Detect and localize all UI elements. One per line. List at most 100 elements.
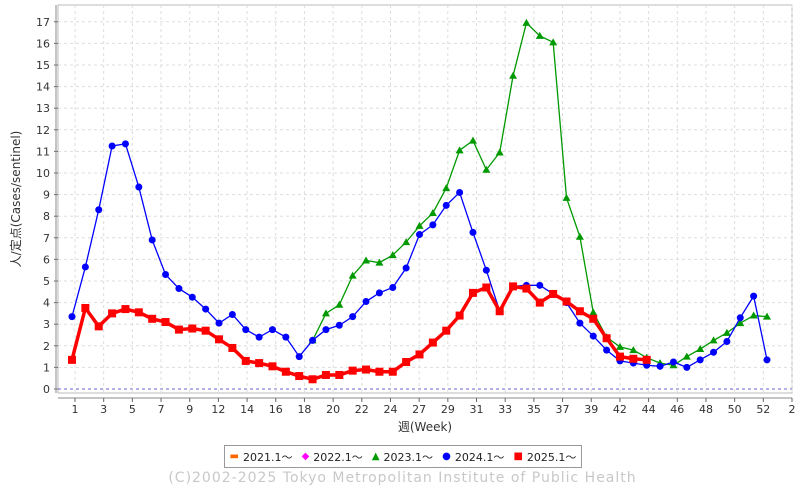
data-point — [763, 356, 771, 364]
x-tick-label: 27 — [412, 403, 426, 416]
data-point — [442, 326, 451, 335]
data-point — [375, 289, 383, 297]
x-axis-label: 週(Week) — [398, 420, 452, 434]
data-point — [321, 309, 330, 317]
x-tick-label: 52 — [756, 403, 770, 416]
data-point — [468, 136, 477, 144]
x-tick-label: 46 — [670, 403, 684, 416]
data-point — [228, 310, 236, 318]
x-tick-label: 33 — [498, 403, 512, 416]
x-tick-label: 3 — [100, 403, 107, 416]
data-point — [415, 350, 424, 359]
data-point — [709, 336, 718, 344]
data-point — [68, 313, 76, 321]
data-point — [495, 148, 504, 156]
data-point — [228, 343, 237, 352]
dash-marker-icon: ▬ — [229, 451, 239, 462]
data-point — [442, 184, 451, 192]
x-tick-label: 37 — [556, 403, 570, 416]
y-tick-label: 13 — [36, 102, 50, 115]
data-point — [174, 325, 183, 334]
x-tick-label: 18 — [297, 403, 311, 416]
data-point — [442, 201, 450, 209]
data-point — [335, 300, 344, 308]
y-tick-label: 0 — [43, 383, 50, 396]
data-point — [482, 266, 490, 274]
x-tick-label: 14 — [240, 403, 254, 416]
x-tick-label: 31 — [470, 403, 484, 416]
data-point — [255, 333, 263, 341]
legend-item-2023: ▲ 2023.1〜 — [372, 449, 433, 465]
x-tick-label: 16 — [269, 403, 283, 416]
x-tick-label: 1 — [72, 403, 79, 416]
data-point — [148, 236, 156, 244]
data-point — [482, 165, 491, 173]
data-point — [215, 319, 223, 327]
y-tick-label: 10 — [36, 167, 50, 180]
legend: ▬ 2021.1〜 ◆ 2022.1〜 ▲ 2023.1〜 ● 2024.1〜 ■ 202… — [224, 445, 582, 468]
data-point — [375, 367, 384, 376]
data-point — [642, 355, 651, 364]
legend-label: 2021.1〜 — [242, 450, 293, 464]
data-point — [242, 326, 250, 334]
data-point — [589, 314, 598, 323]
data-point — [495, 307, 504, 316]
copyright: (C)2002-2025 Tokyo Metropolitan Institut… — [168, 470, 637, 486]
data-point — [402, 238, 411, 246]
x-tick-label: 20 — [326, 403, 340, 416]
data-point — [134, 308, 143, 317]
data-point — [389, 283, 397, 291]
data-point — [456, 188, 464, 196]
y-tick-label: 6 — [43, 253, 50, 266]
data-point — [94, 322, 103, 331]
data-point — [268, 362, 277, 371]
data-point — [615, 342, 624, 350]
x-tick-label: 2 — [789, 403, 796, 416]
data-point — [522, 18, 531, 26]
data-point — [656, 362, 664, 370]
y-tick-label: 9 — [43, 189, 50, 202]
x-tick-label: 29 — [441, 403, 455, 416]
x-tick-label: 12 — [211, 403, 225, 416]
y-tick-label: 16 — [36, 37, 50, 50]
data-point — [121, 140, 129, 148]
data-point — [509, 282, 518, 291]
y-tick-label: 15 — [36, 59, 50, 72]
x-tick-label: 24 — [383, 403, 397, 416]
data-point — [188, 324, 197, 333]
y-axis-label: 人/定点(Cases/sentinel) — [8, 131, 23, 268]
legend-item-2025: ■ 2025.1〜 — [513, 449, 576, 465]
data-point — [615, 352, 624, 361]
data-point — [750, 292, 758, 300]
data-point — [108, 309, 117, 318]
data-point — [589, 308, 598, 316]
x-tick-label: 42 — [613, 403, 627, 416]
data-point — [362, 365, 371, 374]
data-point — [455, 146, 464, 154]
data-point — [135, 183, 143, 191]
data-point — [763, 312, 771, 320]
data-point — [108, 142, 116, 150]
y-tick-label: 3 — [43, 318, 50, 331]
legend-item-2022: ◆ 2022.1〜 — [302, 449, 363, 465]
data-point — [576, 319, 584, 327]
data-point — [95, 206, 103, 214]
x-tick-label: 44 — [642, 403, 656, 416]
data-point — [322, 326, 330, 334]
data-point — [388, 251, 397, 259]
data-point — [335, 321, 343, 329]
legend-item-2021: ▬ 2021.1〜 — [230, 449, 293, 465]
data-point — [509, 71, 518, 79]
data-point — [683, 363, 691, 371]
data-point — [722, 328, 731, 336]
data-point — [575, 307, 584, 316]
data-point — [349, 313, 357, 321]
data-point — [202, 305, 210, 313]
data-point — [723, 337, 731, 345]
y-tick-label: 12 — [36, 124, 50, 137]
data-point — [375, 258, 384, 266]
data-point — [428, 338, 437, 347]
data-point — [201, 326, 210, 335]
data-point — [282, 333, 290, 341]
